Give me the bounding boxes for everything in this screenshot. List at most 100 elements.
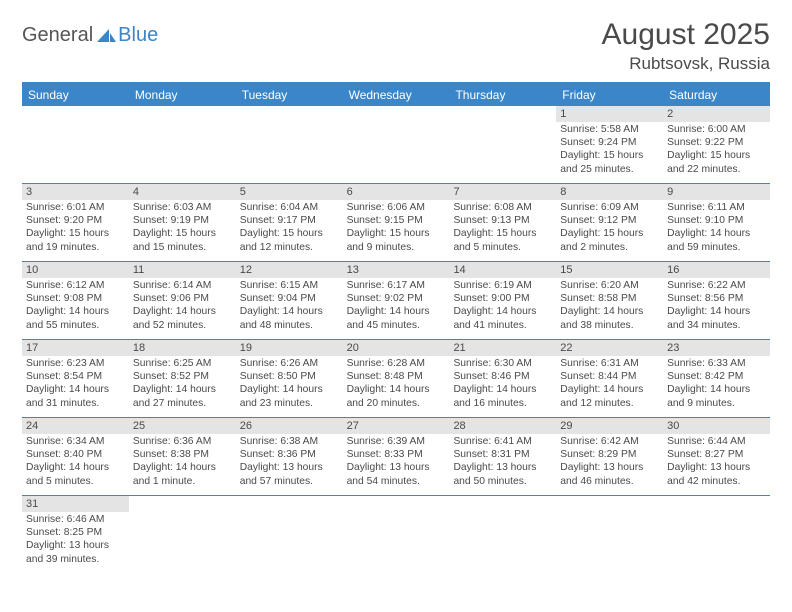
day-header: Sunday — [22, 84, 129, 106]
day-header: Tuesday — [236, 84, 343, 106]
daylight-text: Daylight: 13 hours and 50 minutes. — [453, 461, 552, 487]
day-number: 13 — [343, 262, 450, 278]
day-number: 26 — [236, 418, 343, 434]
day-info: Sunrise: 6:04 AMSunset: 9:17 PMDaylight:… — [236, 200, 343, 256]
sunrise-text: Sunrise: 6:31 AM — [560, 357, 659, 370]
daylight-text: Daylight: 15 hours and 12 minutes. — [240, 227, 339, 253]
day-info: Sunrise: 5:58 AMSunset: 9:24 PMDaylight:… — [556, 122, 663, 178]
day-cell: 17Sunrise: 6:23 AMSunset: 8:54 PMDayligh… — [22, 340, 129, 418]
sunset-text: Sunset: 9:06 PM — [133, 292, 232, 305]
day-info: Sunrise: 6:19 AMSunset: 9:00 PMDaylight:… — [449, 278, 556, 334]
day-info: Sunrise: 6:41 AMSunset: 8:31 PMDaylight:… — [449, 434, 556, 490]
day-number: 19 — [236, 340, 343, 356]
sunset-text: Sunset: 8:48 PM — [347, 370, 446, 383]
blank-cell — [129, 106, 236, 184]
day-info: Sunrise: 6:30 AMSunset: 8:46 PMDaylight:… — [449, 356, 556, 412]
sunrise-text: Sunrise: 6:39 AM — [347, 435, 446, 448]
blank-cell — [449, 496, 556, 574]
day-number: 15 — [556, 262, 663, 278]
week-row: 3Sunrise: 6:01 AMSunset: 9:20 PMDaylight… — [22, 184, 770, 262]
day-cell: 8Sunrise: 6:09 AMSunset: 9:12 PMDaylight… — [556, 184, 663, 262]
sunset-text: Sunset: 9:24 PM — [560, 136, 659, 149]
day-info: Sunrise: 6:08 AMSunset: 9:13 PMDaylight:… — [449, 200, 556, 256]
daylight-text: Daylight: 14 hours and 45 minutes. — [347, 305, 446, 331]
day-number: 14 — [449, 262, 556, 278]
day-number: 27 — [343, 418, 450, 434]
day-cell: 28Sunrise: 6:41 AMSunset: 8:31 PMDayligh… — [449, 418, 556, 496]
daylight-text: Daylight: 14 hours and 12 minutes. — [560, 383, 659, 409]
daylight-text: Daylight: 13 hours and 39 minutes. — [26, 539, 125, 565]
page-title: August 2025 — [602, 18, 770, 52]
sunrise-text: Sunrise: 6:15 AM — [240, 279, 339, 292]
day-info: Sunrise: 6:00 AMSunset: 9:22 PMDaylight:… — [663, 122, 770, 178]
sunset-text: Sunset: 8:25 PM — [26, 526, 125, 539]
sunset-text: Sunset: 9:08 PM — [26, 292, 125, 305]
sunset-text: Sunset: 9:20 PM — [26, 214, 125, 227]
day-number: 2 — [663, 106, 770, 122]
day-cell: 20Sunrise: 6:28 AMSunset: 8:48 PMDayligh… — [343, 340, 450, 418]
daylight-text: Daylight: 14 hours and 5 minutes. — [26, 461, 125, 487]
sunset-text: Sunset: 9:13 PM — [453, 214, 552, 227]
day-cell: 15Sunrise: 6:20 AMSunset: 8:58 PMDayligh… — [556, 262, 663, 340]
day-info: Sunrise: 6:46 AMSunset: 8:25 PMDaylight:… — [22, 512, 129, 568]
day-number: 17 — [22, 340, 129, 356]
sunrise-text: Sunrise: 6:36 AM — [133, 435, 232, 448]
daylight-text: Daylight: 14 hours and 27 minutes. — [133, 383, 232, 409]
sunset-text: Sunset: 8:52 PM — [133, 370, 232, 383]
sunrise-text: Sunrise: 6:46 AM — [26, 513, 125, 526]
sunrise-text: Sunrise: 6:19 AM — [453, 279, 552, 292]
daylight-text: Daylight: 14 hours and 59 minutes. — [667, 227, 766, 253]
day-info: Sunrise: 6:44 AMSunset: 8:27 PMDaylight:… — [663, 434, 770, 490]
day-cell: 1Sunrise: 5:58 AMSunset: 9:24 PMDaylight… — [556, 106, 663, 184]
sunrise-text: Sunrise: 6:30 AM — [453, 357, 552, 370]
day-info: Sunrise: 6:01 AMSunset: 9:20 PMDaylight:… — [22, 200, 129, 256]
day-info: Sunrise: 6:38 AMSunset: 8:36 PMDaylight:… — [236, 434, 343, 490]
blank-cell — [343, 496, 450, 574]
day-number: 30 — [663, 418, 770, 434]
sunrise-text: Sunrise: 6:08 AM — [453, 201, 552, 214]
daylight-text: Daylight: 15 hours and 15 minutes. — [133, 227, 232, 253]
sunrise-text: Sunrise: 6:06 AM — [347, 201, 446, 214]
day-info: Sunrise: 6:11 AMSunset: 9:10 PMDaylight:… — [663, 200, 770, 256]
day-cell: 18Sunrise: 6:25 AMSunset: 8:52 PMDayligh… — [129, 340, 236, 418]
day-cell: 3Sunrise: 6:01 AMSunset: 9:20 PMDaylight… — [22, 184, 129, 262]
sunset-text: Sunset: 8:46 PM — [453, 370, 552, 383]
sunrise-text: Sunrise: 6:14 AM — [133, 279, 232, 292]
sunset-text: Sunset: 8:31 PM — [453, 448, 552, 461]
day-info: Sunrise: 6:28 AMSunset: 8:48 PMDaylight:… — [343, 356, 450, 412]
day-number: 12 — [236, 262, 343, 278]
day-cell: 9Sunrise: 6:11 AMSunset: 9:10 PMDaylight… — [663, 184, 770, 262]
sunset-text: Sunset: 8:42 PM — [667, 370, 766, 383]
sunrise-text: Sunrise: 6:09 AM — [560, 201, 659, 214]
day-number: 11 — [129, 262, 236, 278]
sunset-text: Sunset: 9:04 PM — [240, 292, 339, 305]
day-number: 8 — [556, 184, 663, 200]
sunrise-text: Sunrise: 6:34 AM — [26, 435, 125, 448]
daylight-text: Daylight: 15 hours and 19 minutes. — [26, 227, 125, 253]
sunset-text: Sunset: 9:12 PM — [560, 214, 659, 227]
sunrise-text: Sunrise: 6:41 AM — [453, 435, 552, 448]
day-cell: 11Sunrise: 6:14 AMSunset: 9:06 PMDayligh… — [129, 262, 236, 340]
day-info: Sunrise: 6:17 AMSunset: 9:02 PMDaylight:… — [343, 278, 450, 334]
day-number: 23 — [663, 340, 770, 356]
brand-part2: Blue — [118, 24, 158, 47]
day-info: Sunrise: 6:26 AMSunset: 8:50 PMDaylight:… — [236, 356, 343, 412]
blank-cell — [236, 496, 343, 574]
sunset-text: Sunset: 8:56 PM — [667, 292, 766, 305]
day-info: Sunrise: 6:23 AMSunset: 8:54 PMDaylight:… — [22, 356, 129, 412]
day-number: 10 — [22, 262, 129, 278]
day-cell: 13Sunrise: 6:17 AMSunset: 9:02 PMDayligh… — [343, 262, 450, 340]
daylight-text: Daylight: 15 hours and 22 minutes. — [667, 149, 766, 175]
day-info: Sunrise: 6:12 AMSunset: 9:08 PMDaylight:… — [22, 278, 129, 334]
sunrise-text: Sunrise: 6:04 AM — [240, 201, 339, 214]
day-number: 18 — [129, 340, 236, 356]
blank-cell — [236, 106, 343, 184]
sunrise-text: Sunrise: 6:03 AM — [133, 201, 232, 214]
sunrise-text: Sunrise: 6:42 AM — [560, 435, 659, 448]
sunset-text: Sunset: 9:15 PM — [347, 214, 446, 227]
sail-icon — [95, 27, 117, 45]
day-cell: 7Sunrise: 6:08 AMSunset: 9:13 PMDaylight… — [449, 184, 556, 262]
day-info: Sunrise: 6:33 AMSunset: 8:42 PMDaylight:… — [663, 356, 770, 412]
day-number: 4 — [129, 184, 236, 200]
sunrise-text: Sunrise: 6:00 AM — [667, 123, 766, 136]
